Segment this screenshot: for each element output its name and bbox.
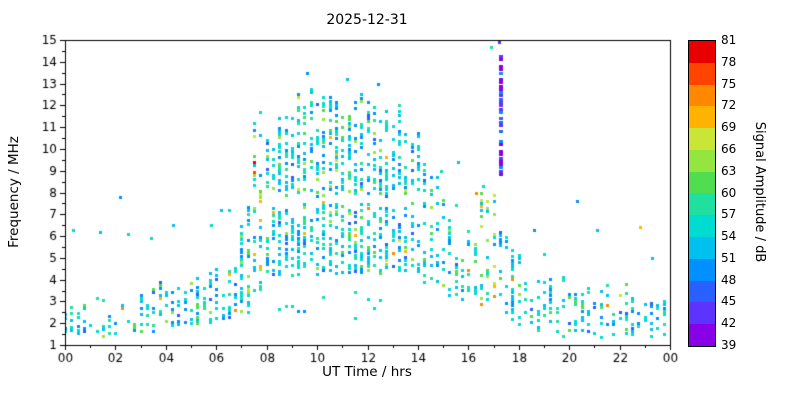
colorbar-tick-label: 75: [721, 76, 737, 91]
y-axis-label: Frequency / MHz: [6, 136, 22, 248]
colorbar-tick-label: 51: [721, 250, 737, 265]
colorbar-ticks: 39 42 45 48 51 54 57 60 63 66 69 72 75 78 81: [721, 33, 755, 352]
chart-title: 2025-12-31: [326, 12, 408, 28]
colorbar-tick-label: 57: [721, 207, 737, 222]
colorbar-tick-label: 63: [721, 163, 737, 178]
colorbar-tick-label: 66: [721, 141, 737, 156]
colorbar: [688, 40, 716, 347]
colorbar-tick-label: 69: [721, 120, 737, 135]
colorbar-segment: [689, 302, 715, 325]
colorbar-segment: [689, 171, 715, 194]
colorbar-segment: [689, 106, 715, 129]
x-axis-label: UT Time / hrs: [322, 364, 412, 380]
colorbar-segment: [689, 62, 715, 85]
colorbar-segment: [689, 128, 715, 150]
colorbar-segment: [689, 193, 715, 216]
colorbar-segment: [689, 41, 715, 63]
colorbar-tick-label: 42: [721, 316, 737, 331]
colorbar-tick-label: 48: [721, 272, 737, 287]
colorbar-segment: [689, 324, 715, 346]
colorbar-tick-label: 78: [721, 54, 737, 69]
colorbar-tick-label: 81: [721, 33, 737, 47]
colorbar-segment: [689, 258, 715, 281]
colorbar-segment: [689, 237, 715, 259]
colorbar-segment: [689, 84, 715, 107]
colorbar-tick-label: 54: [721, 229, 737, 244]
colorbar-segment: [689, 215, 715, 238]
colorbar-segment: [689, 149, 715, 172]
colorbar-segment: [689, 280, 715, 303]
colorbar-tick-label: 60: [721, 185, 737, 200]
colorbar-tick-label: 39: [721, 338, 737, 352]
colorbar-tick-label: 72: [721, 98, 737, 113]
colorbar-axis-label: Signal Amplitude / dB: [752, 121, 767, 263]
colorbar-tick-label: 45: [721, 294, 737, 309]
